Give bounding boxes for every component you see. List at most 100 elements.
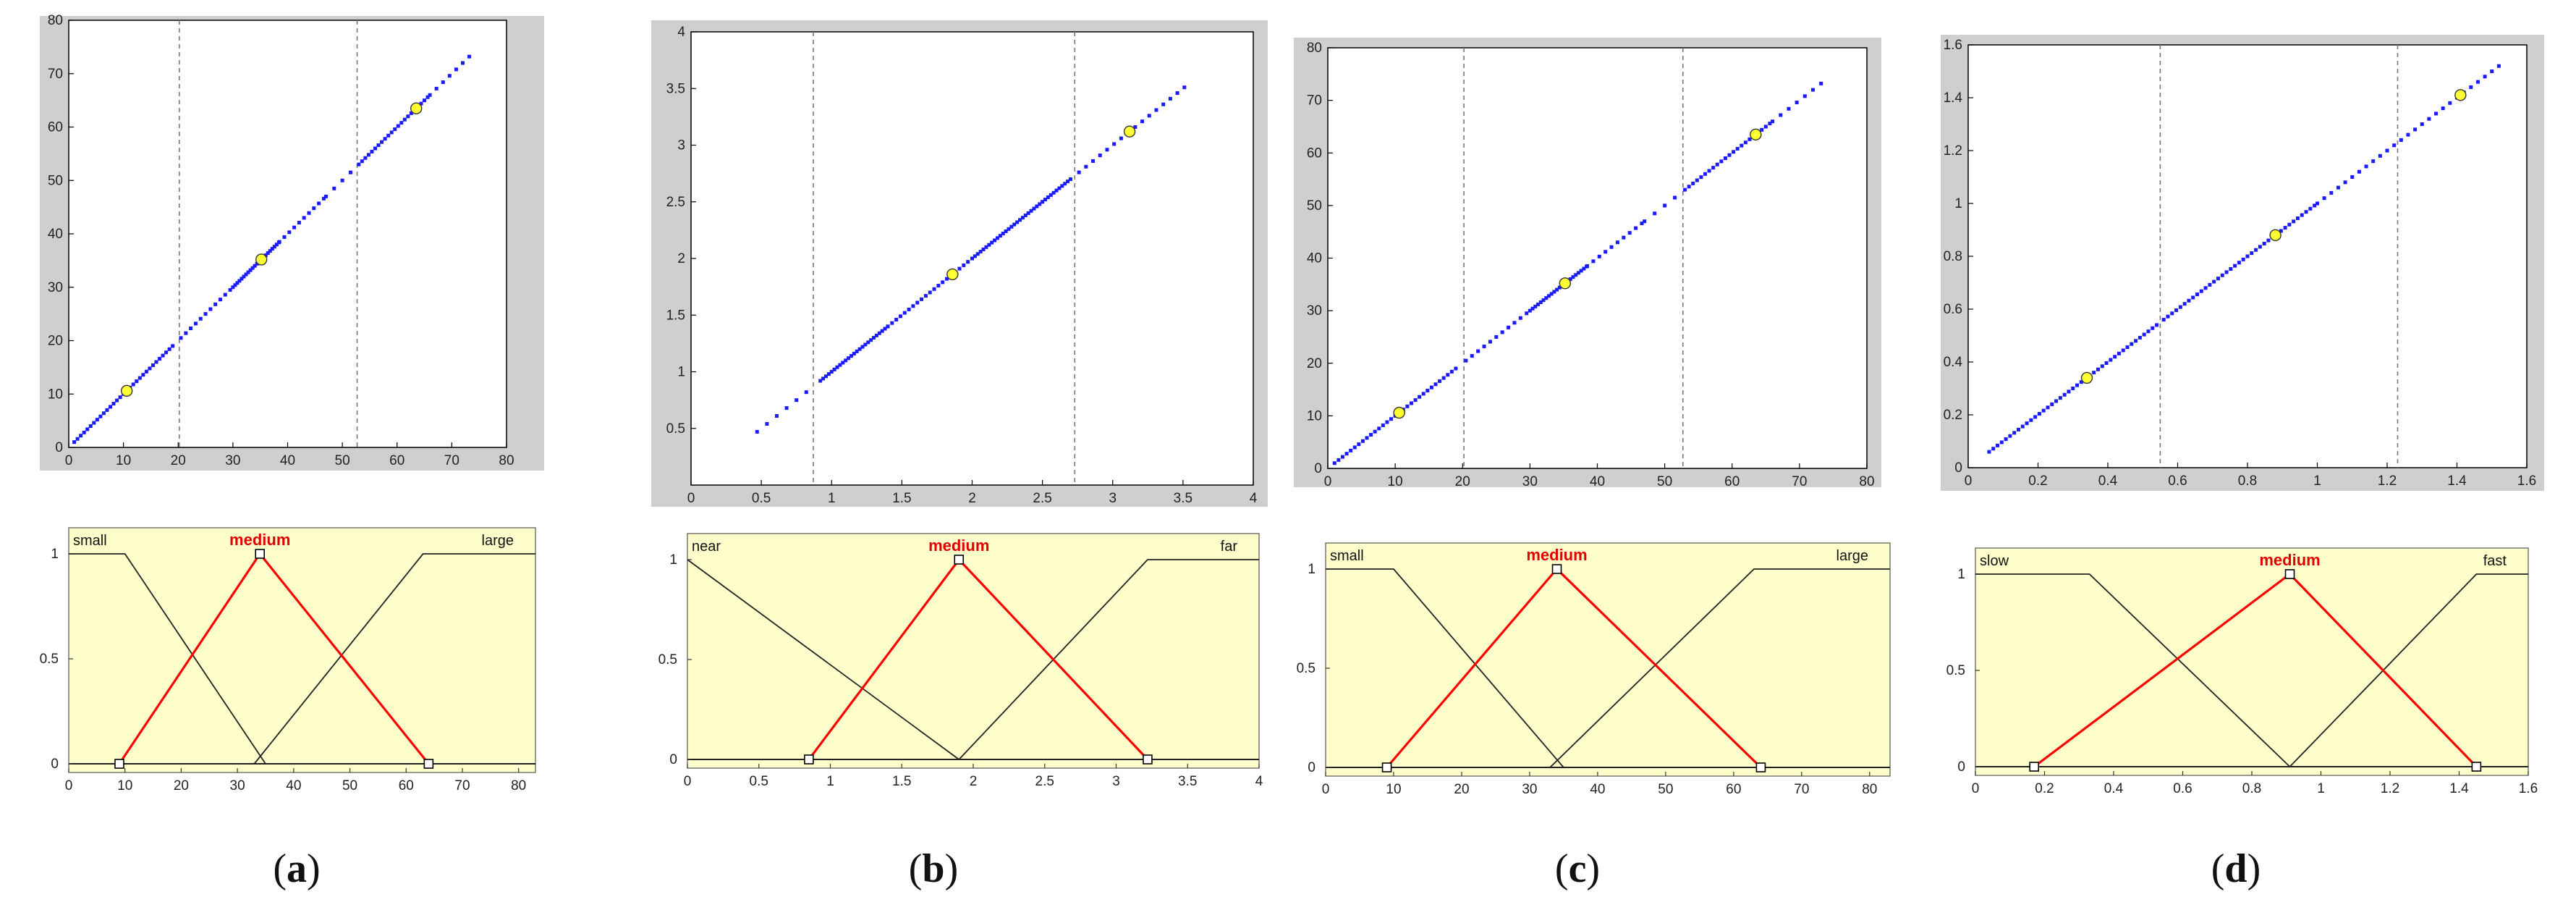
data-point [1369,433,1373,437]
data-point [72,440,77,445]
x-tick-label: 0.6 [2173,781,2192,796]
data-point [218,298,222,302]
mf-curve-small [1326,568,1564,768]
data-point [755,429,759,434]
data-point [987,243,991,247]
data-point [1001,232,1005,236]
x-tick-label: 0 [684,774,692,789]
x-tick-label: 0 [1322,782,1330,797]
data-point [461,61,465,65]
data-point [272,245,276,249]
data-point [1032,206,1036,211]
x-tick-label: 20 [1455,474,1470,489]
centroid-marker [410,102,423,114]
data-point [1154,108,1158,112]
y-tick-label: 0 [1957,759,1965,775]
x-tick-label: 70 [444,453,459,468]
data-point [990,240,994,245]
data-point [105,408,109,412]
data-point [1768,122,1772,126]
data-point [2399,138,2403,142]
data-point [2229,267,2233,271]
data-point [880,329,884,333]
data-point [945,277,949,281]
mf-handle [255,549,266,559]
data-point [2483,75,2487,79]
y-tick-label: 1 [51,547,59,562]
data-point [406,114,410,119]
membership-chart-c: 0 10 20 30 40 50 60 70 80 0 0.5 1 small medium large [1297,542,1891,797]
data-point [250,266,255,270]
y-tick-label: 1.6 [1944,38,1962,53]
data-point [287,230,292,235]
data-point [2490,70,2494,73]
data-point [1533,304,1538,308]
data-point [1385,420,1389,424]
data-point [85,427,90,431]
data-point [2004,437,2008,442]
x-tick-label: 3 [1109,491,1117,506]
data-point [184,331,188,335]
data-point [981,247,986,251]
data-point [1536,302,1541,306]
y-tick-label: 0 [1314,461,1322,476]
mf-label-large: large [1836,548,1868,564]
data-point [923,294,928,298]
data-point [911,304,915,308]
data-point [161,353,165,358]
data-point [1732,150,1736,154]
data-point [2142,332,2146,337]
data-point [179,336,183,340]
x-tick-label: 0.5 [750,774,768,789]
x-tick-label: 1.2 [2381,781,2399,796]
data-point [1168,96,1172,101]
data-point [1582,266,1586,271]
data-point [2191,295,2195,300]
y-tick-label: 40 [1307,251,1322,266]
x-tick-label: 80 [1862,782,1877,797]
data-point [2308,206,2313,211]
data-point [467,54,472,59]
data-point [872,336,876,340]
data-point [237,279,242,283]
centroid-marker [2269,229,2281,241]
data-point [389,130,394,135]
data-point [148,366,152,371]
data-point [984,245,988,249]
x-tick-label: 1.5 [892,774,911,789]
data-point [428,93,432,97]
data-point [2161,318,2166,322]
y-tick-label: 60 [48,120,63,135]
x-tick-label: 2.5 [1033,491,1051,506]
x-tick-label: 3 [1112,774,1120,789]
x-tick-label: 1.4 [2449,781,2469,796]
y-tick-label: 20 [1307,356,1322,371]
data-point [860,345,865,349]
data-point [1747,137,1752,141]
data-point [242,274,246,279]
data-point [1518,316,1522,320]
data-point [1699,175,1703,180]
data-point [995,236,999,240]
data-point [784,406,789,410]
mf-curve-small [69,553,266,765]
data-point [1352,445,1357,450]
data-point [1787,106,1791,111]
mf-plot-area [687,533,1260,769]
data-point [1597,254,1601,258]
data-point [108,405,112,409]
data-point [2475,80,2480,84]
data-point [765,421,769,426]
data-point [79,434,83,438]
data-point [869,338,873,342]
data-point [2378,153,2382,158]
data-point [263,253,268,257]
data-point [2104,361,2109,365]
data-point [2279,229,2283,233]
data-point [1119,136,1123,140]
data-point [2134,339,2138,343]
data-point [1449,369,1454,374]
data-point [348,170,352,174]
data-point [454,67,458,72]
